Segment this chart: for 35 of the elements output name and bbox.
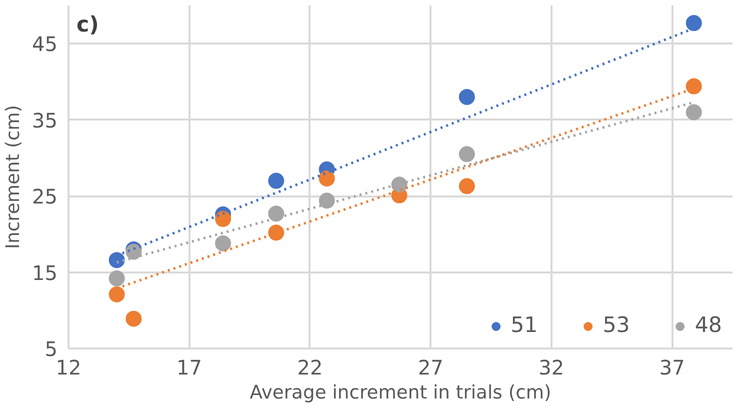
point [108, 270, 125, 286]
point [268, 172, 284, 189]
point [458, 146, 475, 162]
legend-label: 53 [602, 313, 630, 338]
point [458, 178, 475, 194]
point [108, 252, 125, 268]
point [391, 176, 408, 193]
x-tick-label: 12 [56, 356, 82, 380]
legend-label: 48 [694, 313, 722, 338]
annotation: c) [76, 12, 99, 38]
y-axis-title: Increment (cm) [3, 104, 24, 250]
x-tick-label: 22 [297, 356, 323, 380]
y-tick-label: 25 [32, 184, 58, 209]
y-tick-label: 35 [32, 108, 58, 132]
point [215, 235, 232, 252]
point [686, 15, 702, 32]
point [215, 210, 232, 227]
x-axis-title: Average increment in trials (cm) [250, 382, 552, 404]
legend-label: 51 [510, 313, 538, 338]
point [268, 206, 284, 222]
x-tick-label: 17 [176, 356, 202, 380]
point [126, 310, 142, 327]
point [318, 170, 335, 187]
point [458, 88, 475, 105]
x-tick-label: 37 [659, 356, 685, 380]
point [686, 104, 702, 120]
y-tick-label: 15 [32, 260, 58, 285]
point [318, 192, 335, 209]
point [686, 78, 702, 94]
x-tick-label: 27 [418, 356, 444, 380]
y-tick-label: 45 [32, 32, 58, 56]
y-tick-label: 5 [44, 337, 58, 361]
point [268, 224, 284, 241]
point [108, 286, 125, 302]
x-tick-label: 32 [538, 356, 564, 380]
